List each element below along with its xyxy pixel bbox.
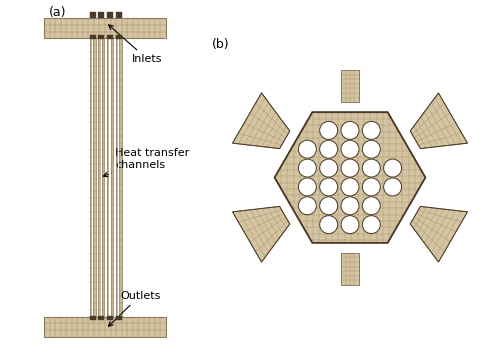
Bar xyxy=(107,316,113,320)
Circle shape xyxy=(320,215,338,234)
Circle shape xyxy=(320,121,338,140)
Text: Inlets: Inlets xyxy=(108,25,163,65)
Bar xyxy=(44,18,166,38)
Bar xyxy=(98,38,100,317)
Circle shape xyxy=(341,140,359,158)
Circle shape xyxy=(362,121,380,140)
Bar xyxy=(107,38,109,317)
Circle shape xyxy=(320,197,338,215)
Bar xyxy=(44,317,166,337)
Bar xyxy=(116,316,121,320)
Circle shape xyxy=(298,159,316,177)
Text: Outlets: Outlets xyxy=(108,290,160,326)
Circle shape xyxy=(384,159,402,177)
Bar xyxy=(90,38,92,317)
Bar xyxy=(98,12,104,18)
Bar xyxy=(92,38,94,317)
Bar xyxy=(100,38,102,317)
Circle shape xyxy=(320,140,338,158)
Circle shape xyxy=(362,178,380,196)
Bar xyxy=(102,38,104,317)
Polygon shape xyxy=(232,206,290,262)
Circle shape xyxy=(362,159,380,177)
Circle shape xyxy=(341,215,359,234)
Circle shape xyxy=(298,197,316,215)
Circle shape xyxy=(384,178,402,196)
Bar xyxy=(116,38,118,317)
Bar xyxy=(90,316,96,320)
Bar xyxy=(107,12,113,18)
Bar xyxy=(342,253,358,285)
Polygon shape xyxy=(274,112,426,243)
Text: Heat transfer
channels: Heat transfer channels xyxy=(103,148,189,177)
Bar xyxy=(116,35,121,39)
Text: (b): (b) xyxy=(212,38,230,51)
Polygon shape xyxy=(232,93,290,149)
Circle shape xyxy=(362,215,380,234)
Circle shape xyxy=(298,140,316,158)
Circle shape xyxy=(362,140,380,158)
Bar xyxy=(116,12,121,18)
Circle shape xyxy=(341,197,359,215)
Bar xyxy=(118,38,120,317)
Circle shape xyxy=(320,159,338,177)
Circle shape xyxy=(341,159,359,177)
Bar xyxy=(110,38,113,317)
Bar xyxy=(107,35,113,39)
Circle shape xyxy=(298,178,316,196)
Bar xyxy=(94,38,96,317)
Polygon shape xyxy=(410,206,468,262)
Bar xyxy=(98,316,104,320)
Circle shape xyxy=(320,178,338,196)
Polygon shape xyxy=(410,93,468,149)
Bar xyxy=(98,35,104,39)
Text: (a): (a) xyxy=(49,6,66,19)
Circle shape xyxy=(362,197,380,215)
Bar xyxy=(90,12,96,18)
Bar xyxy=(109,38,110,317)
Circle shape xyxy=(341,121,359,140)
Circle shape xyxy=(341,178,359,196)
Bar xyxy=(90,35,96,39)
Bar xyxy=(120,38,122,317)
Bar xyxy=(342,70,358,102)
